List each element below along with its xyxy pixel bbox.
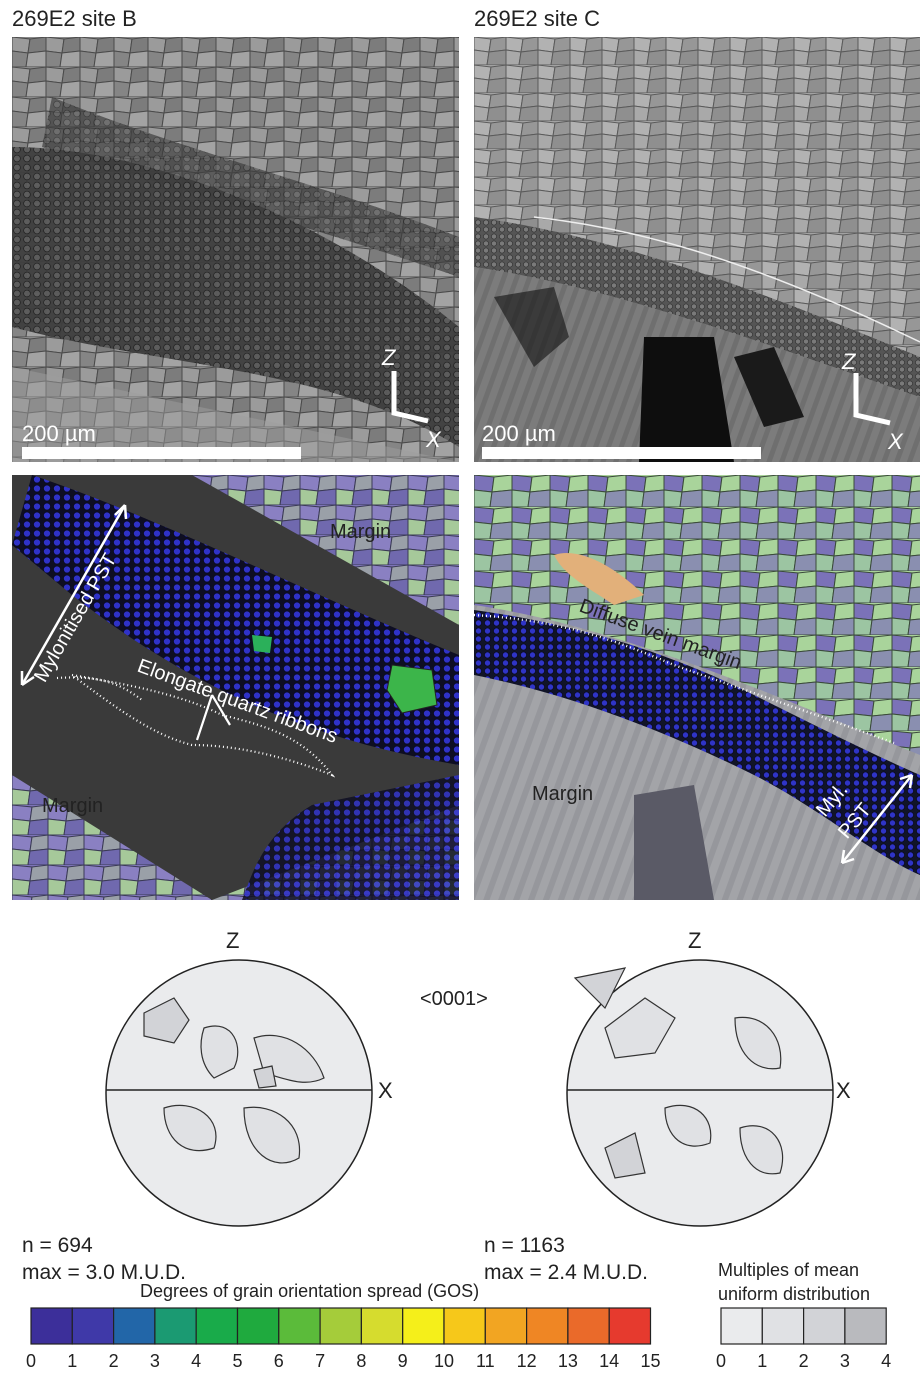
colorbar-tick-label: 6 [273, 1351, 284, 1371]
colorbar-tick-label: 12 [516, 1351, 537, 1371]
colorbar-tick-label: 11 [475, 1351, 495, 1371]
colorbar-cell [844, 1307, 887, 1345]
site-b-x-label: X [426, 427, 441, 452]
colorbar-tick-label: 4 [191, 1351, 202, 1371]
colorbar-cell [71, 1307, 115, 1345]
colorbar-cell [195, 1307, 239, 1345]
pf-right-x-label: X [836, 1078, 851, 1103]
site-c-axis-icon [853, 373, 891, 426]
pf-right-z-label: Z [688, 928, 702, 953]
pf-left-n: n = 694 [22, 1234, 93, 1257]
site-c-scale-label: 200 µm [482, 421, 556, 446]
colorbar-tick-label: 10 [433, 1351, 455, 1371]
colorbar-cell [443, 1307, 486, 1345]
site-c-z-label: Z [842, 349, 856, 374]
site-b-title: 269E2 site B [12, 6, 137, 31]
site-b-margin-bottom-label: Margin [42, 795, 104, 817]
pf-left-max: max = 3.0 M.U.D. [22, 1261, 186, 1284]
colorbar-cell [720, 1307, 763, 1345]
colorbar-cell [360, 1307, 404, 1345]
pf-left-z-label: Z [226, 928, 240, 953]
colorbar-cell [608, 1307, 652, 1345]
colorbar-cell [802, 1307, 846, 1345]
colorbar-tick-label: 1 [67, 1351, 78, 1371]
colorbar-cell [761, 1307, 805, 1345]
site-c-margin-label: Margin [532, 783, 594, 805]
colorbar-tick-label: 0 [715, 1351, 726, 1371]
site-c-scale-bar [482, 447, 761, 459]
mud-colorbar [720, 1307, 887, 1345]
gos-colorbar-title: Degrees of grain orientation spread (GOS… [140, 1281, 480, 1301]
colorbar-tick-label: 3 [149, 1351, 160, 1371]
colorbar-cell [484, 1307, 528, 1345]
site-c-gos-map: Diffuse vein margin Margin Myl. PST [474, 475, 920, 900]
site-b-axis-icon [391, 371, 429, 424]
pf-right-n: n = 1163 [484, 1234, 565, 1257]
colorbar-tick-label: 14 [599, 1351, 620, 1371]
colorbar-tick-label: 2 [798, 1351, 809, 1371]
pf-left-stats: n = 694 max = 3.0 M.U.D. [22, 1232, 186, 1286]
site-c-title: 269E2 site C [474, 6, 600, 31]
pf-right-stats: n = 1163 max = 2.4 M.U.D. [484, 1232, 648, 1286]
colorbar-cell [112, 1307, 156, 1345]
colorbar-tick-label: 5 [232, 1351, 243, 1371]
pole-figure-left [105, 959, 373, 1227]
site-b-z-label: Z [382, 345, 396, 370]
colorbar-tick-label: 7 [315, 1351, 326, 1371]
pole-figure-right [566, 959, 834, 1227]
site-b-scale-bar [22, 447, 301, 459]
colorbar-tick-label: 9 [397, 1351, 408, 1371]
colorbar-tick-label: 15 [640, 1351, 661, 1371]
mud-title-line1: Multiples of mean [718, 1260, 860, 1280]
colorbar-cell [278, 1307, 321, 1345]
colorbar-cell [154, 1307, 197, 1345]
colorbar-cell [319, 1307, 363, 1345]
mud-title-line2: uniform distribution [718, 1284, 871, 1304]
colorbar-tick-label: 0 [25, 1351, 36, 1371]
colorbar-cell [567, 1307, 610, 1345]
colorbar-tick-label: 4 [881, 1351, 892, 1371]
site-b-margin-top-label: Margin [330, 521, 392, 543]
colorbar-tick-label: 1 [757, 1351, 768, 1371]
site-c-sem-image: Z X 200 µm [474, 37, 920, 462]
colorbar-tick-label: 8 [356, 1351, 367, 1371]
gos-colorbar [30, 1307, 652, 1345]
colorbar-tick-label: 3 [839, 1351, 850, 1371]
colorbar-cell [236, 1307, 280, 1345]
colorbar-tick-label: 2 [108, 1351, 119, 1371]
site-c-x-label: X [888, 429, 903, 454]
pf-title: <0001> [420, 988, 488, 1010]
colorbar-cell [526, 1307, 569, 1345]
colorbar-tick-label: 13 [557, 1351, 578, 1371]
pf-left-x-label: X [378, 1078, 393, 1103]
pf-right-max: max = 2.4 M.U.D. [484, 1261, 648, 1284]
colorbar-cell [402, 1307, 445, 1345]
site-b-scale-label: 200 µm [22, 421, 96, 446]
colorbar-cell [30, 1307, 73, 1345]
site-b-gos-map: Margin Margin Mylonitised PST Elongate q… [12, 475, 459, 900]
site-b-sem-image: Z X 200 µm [12, 37, 459, 462]
mud-colorbar-title: Multiples of mean uniform distribution [718, 1258, 870, 1306]
